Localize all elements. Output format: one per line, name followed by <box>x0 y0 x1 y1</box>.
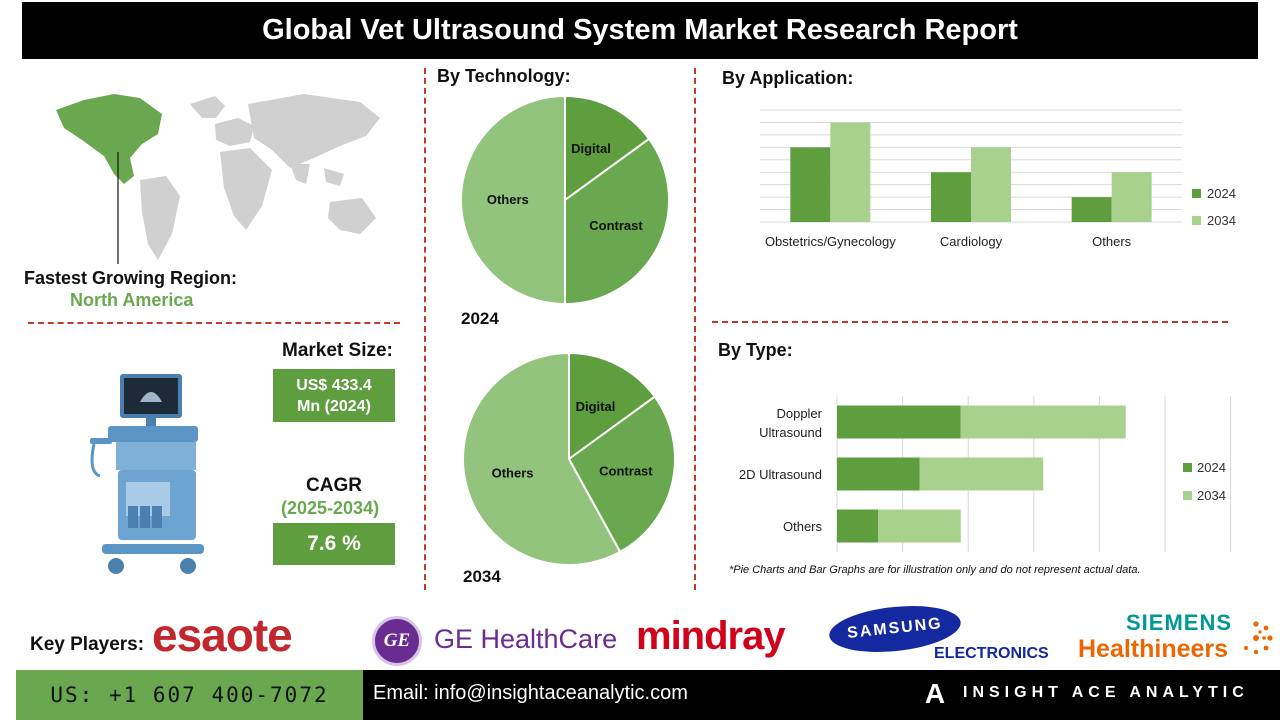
divider-right-horizontal <box>712 321 1228 323</box>
app-legend-swatch-2024 <box>1192 189 1201 198</box>
divider-left-horizontal <box>28 322 400 324</box>
pie-slice-digital <box>568 351 657 461</box>
footer-bar: Email: info@insightaceanalytic.com A INS… <box>363 670 1280 720</box>
pie-label-contrast: Contrast <box>599 464 653 479</box>
cagr-label: CAGR <box>306 475 362 496</box>
app-category-label: Obstetrics/Gynecology <box>765 234 896 249</box>
footer-brand: INSIGHT ACE ANALYTIC <box>963 684 1249 701</box>
insight-ace-logo-letter: A <box>924 678 946 709</box>
type-bar-2034 <box>919 457 1044 491</box>
pie-label-contrast: Contrast <box>589 218 643 233</box>
app-legend-swatch-2034 <box>1192 216 1201 225</box>
region-value: North America <box>70 290 194 310</box>
samsung-electronics-text: ELECTRONICS <box>934 645 1049 662</box>
type-category-label: 2D Ultrasound <box>739 467 822 482</box>
app-category-label: Others <box>1092 234 1132 249</box>
illustration-note: *Pie Charts and Bar Graphs are for illus… <box>729 564 1141 576</box>
type-bar-chart: Doppler Ultrasound 2D Ultrasound Others 2024… <box>739 396 1232 552</box>
type-category-label: Others <box>783 519 823 534</box>
application-heading: By Application: <box>722 68 854 88</box>
world-map-graphic <box>56 94 380 264</box>
pie-slice-others <box>460 94 566 306</box>
market-size-value-line2: Mn (2024) <box>297 397 371 415</box>
app-bar-2024 <box>1071 197 1112 222</box>
app-bar-2034 <box>830 122 871 222</box>
type-bar-2024 <box>837 457 920 491</box>
healthineers-logo-text: Healthineers <box>1078 635 1229 663</box>
ultrasound-machine-icon <box>90 374 204 574</box>
key-players-label: Key Players: <box>30 634 145 655</box>
type-legend-label-2024: 2024 <box>1197 460 1226 475</box>
samsung-logo-text: SAMSUNG <box>846 615 944 642</box>
app-legend-label-2034: 2034 <box>1207 213 1236 228</box>
app-bar-2034 <box>971 147 1011 222</box>
footer-email: Email: info@insightaceanalytic.com <box>373 682 688 704</box>
siemens-logo-text: SIEMENS <box>1126 610 1233 635</box>
type-bar-2034 <box>878 509 961 543</box>
market-size-value-line1: US$ 433.4 <box>296 376 372 394</box>
type-legend-label-2034: 2034 <box>1197 488 1226 503</box>
technology-heading: By Technology: <box>437 66 571 86</box>
technology-pie-2034: Digital Contrast Others <box>462 351 676 566</box>
pie-slice-contrast <box>567 395 676 554</box>
type-legend-swatch-2034 <box>1183 491 1192 500</box>
divider-left <box>424 68 426 590</box>
ge-healthcare-logo-text: GE HealthCare <box>434 624 618 654</box>
esaote-logo: esaote <box>152 609 293 661</box>
pie-slice-contrast <box>564 137 670 306</box>
divider-right <box>694 68 696 590</box>
north-america-highlight <box>56 94 162 184</box>
pie-label-digital: Digital <box>571 141 611 156</box>
app-bar-2034 <box>1111 172 1152 222</box>
region-label: Fastest Growing Region: <box>24 268 238 288</box>
insight-ace-logo-icon: A <box>925 676 945 712</box>
ge-logo-letters: GE <box>383 630 411 651</box>
application-bar-chart: Obstetrics/Gynecology Cardiology Others 202… <box>760 109 1236 249</box>
type-bar-2034 <box>960 405 1126 439</box>
market-size-value-box: US$ 433.4 Mn (2024) <box>273 369 395 422</box>
world-map-landmass <box>140 94 380 260</box>
ge-logo-mark: GE <box>372 616 422 666</box>
pie-label-others: Others <box>492 465 534 480</box>
pie-2034-title: 2034 <box>463 567 501 586</box>
pie-label-others: Others <box>487 192 529 207</box>
app-legend-label-2024: 2024 <box>1207 186 1236 201</box>
pie-slice-others <box>462 351 622 566</box>
pie-2024-title: 2024 <box>461 309 499 328</box>
footer-phone: US: +1 607 400-7072 <box>16 670 363 720</box>
app-category-label: Cardiology <box>940 234 1003 249</box>
type-bar-2024 <box>837 405 961 439</box>
app-bar-2024 <box>931 172 971 222</box>
healthineers-dots-icon <box>1244 621 1273 655</box>
pie-slice-digital <box>564 94 651 202</box>
cagr-period: (2025-2034) <box>281 498 380 518</box>
type-heading: By Type: <box>718 340 793 360</box>
technology-pie-2024: Digital Contrast Others <box>460 94 670 306</box>
cagr-value-box: 7.6 % <box>273 523 395 565</box>
app-bar-2024 <box>790 147 831 222</box>
report-title: Global Vet Ultrasound System Market Rese… <box>22 2 1258 59</box>
pie-label-digital: Digital <box>576 399 616 414</box>
type-bar-2024 <box>837 509 879 543</box>
type-category-label: Doppler Ultrasound <box>759 406 823 440</box>
type-legend-swatch-2024 <box>1183 463 1192 472</box>
mindray-logo: mindray <box>636 614 786 658</box>
market-size-label: Market Size: <box>282 340 393 361</box>
